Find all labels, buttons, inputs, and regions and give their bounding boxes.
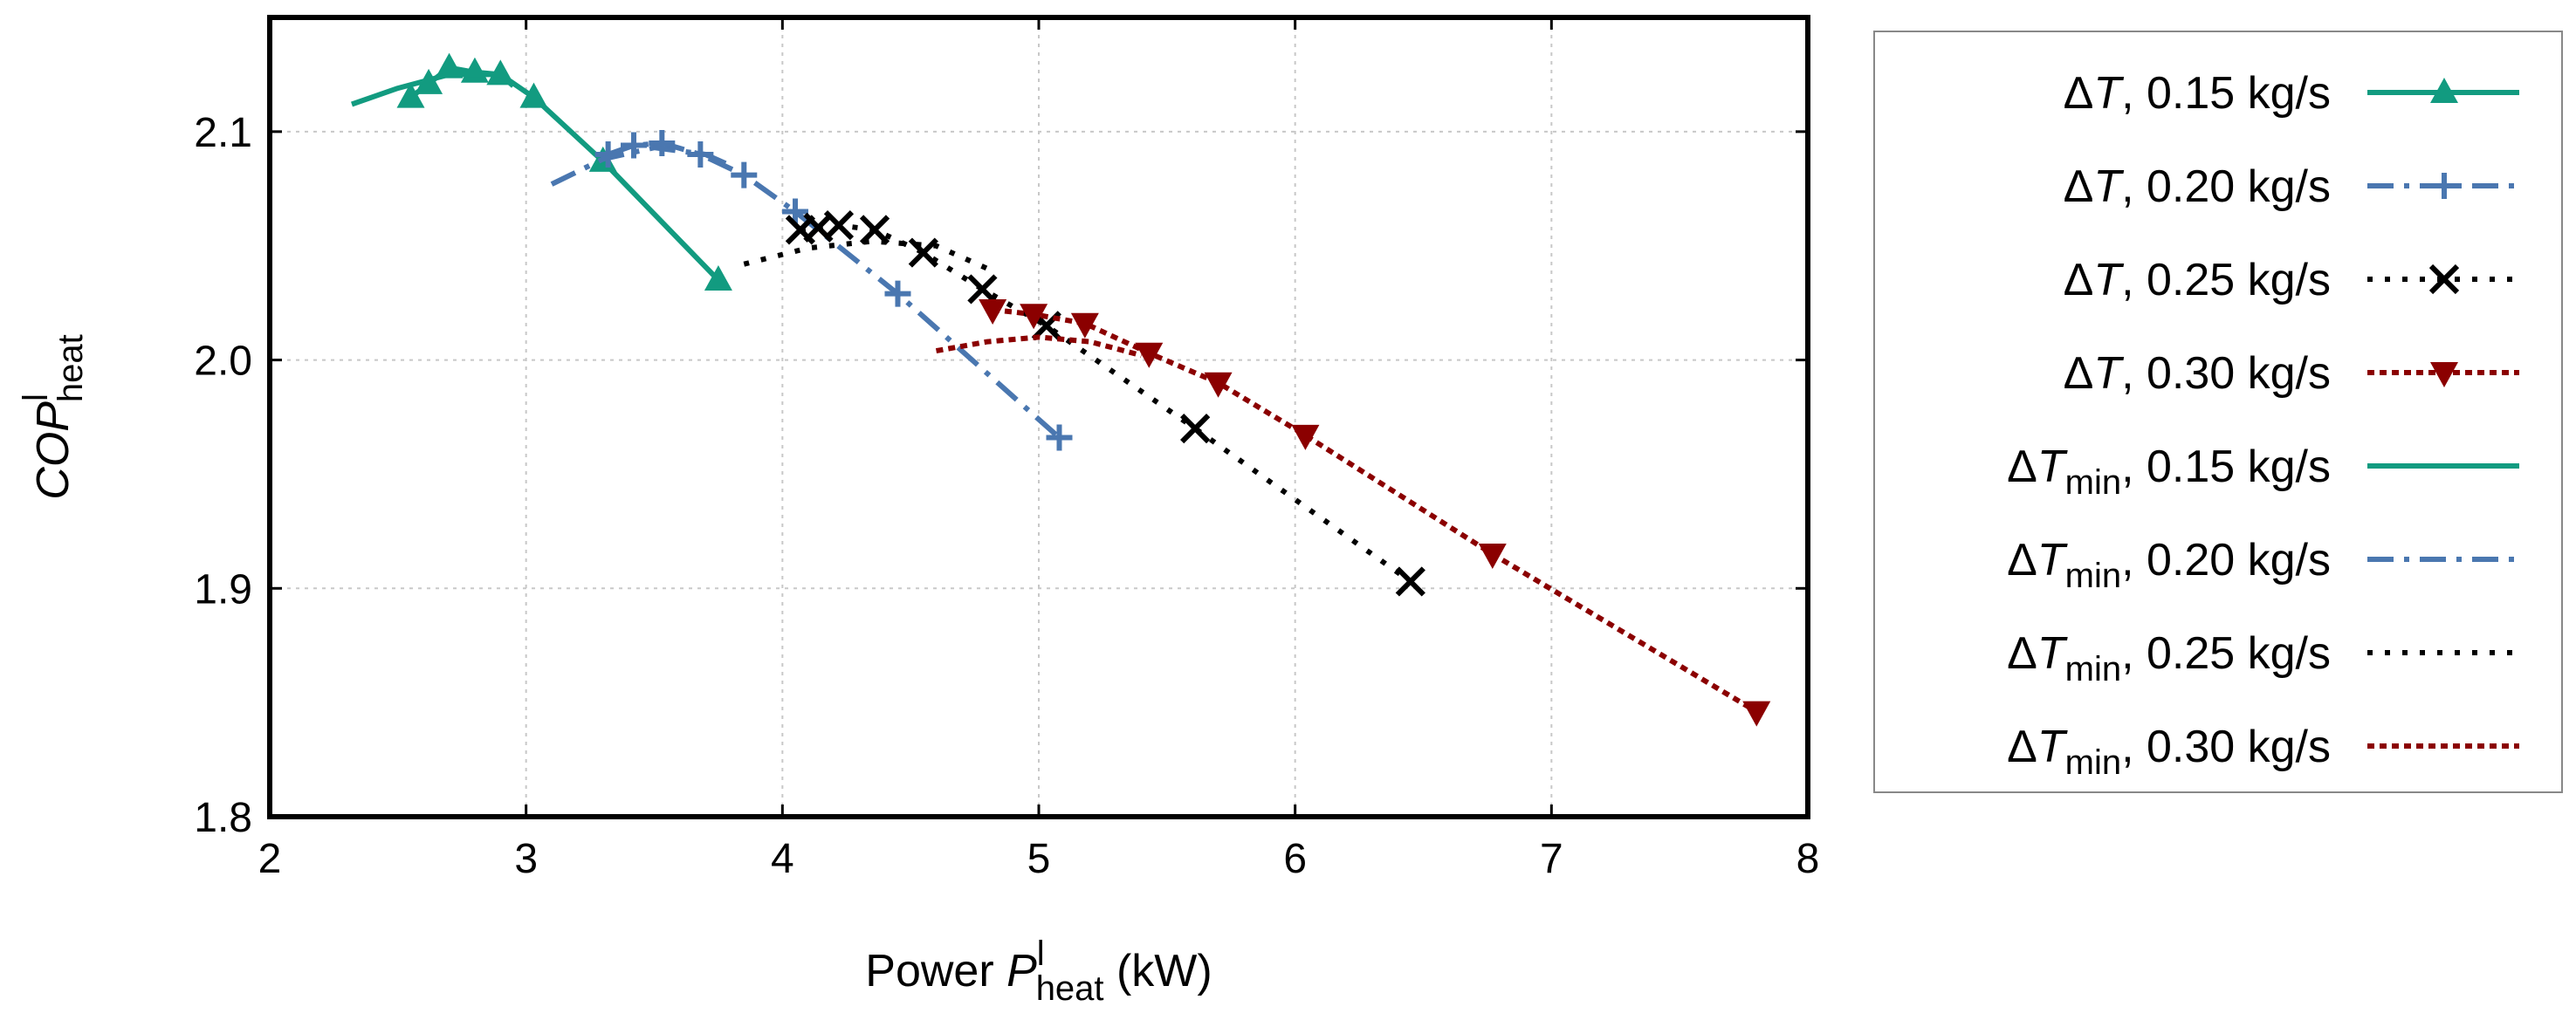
series	[351, 72, 515, 107]
y-tick-label: 1.9	[194, 566, 252, 613]
series	[550, 145, 732, 187]
series-line	[607, 140, 1061, 440]
legend-item: ΔTmin, 0.15 kg/s	[2007, 442, 2519, 502]
data-point	[519, 82, 548, 108]
data-point	[1742, 701, 1771, 727]
legend-item: ΔTmin, 0.25 kg/s	[2007, 628, 2519, 688]
data-point	[1020, 304, 1048, 330]
x-tick-label: 2	[258, 836, 282, 882]
data-point	[967, 274, 998, 305]
data-point	[823, 210, 855, 241]
x-tick-label: 5	[1027, 836, 1051, 882]
legend-label: ΔT, 0.20 kg/s	[2064, 161, 2331, 212]
legend-item: ΔT, 0.30 kg/s	[2064, 348, 2519, 399]
data-point	[621, 132, 648, 159]
legend-item: ΔTmin, 0.20 kg/s	[2007, 535, 2519, 595]
data-point	[979, 298, 1007, 325]
series-line	[550, 145, 732, 187]
data-point	[884, 280, 911, 307]
y-tick-label: 2.1	[194, 110, 252, 156]
data-point	[1395, 566, 1425, 597]
data-point	[2431, 173, 2457, 199]
data-point	[649, 129, 676, 156]
series	[396, 52, 732, 291]
data-point	[731, 161, 758, 188]
series	[785, 210, 1425, 597]
legend-box	[1873, 31, 2563, 793]
x-tick-label: 7	[1540, 836, 1563, 882]
data-point	[782, 198, 809, 225]
y-tick-label: 1.8	[194, 795, 252, 841]
data-point	[435, 52, 464, 79]
series-layer	[351, 52, 1771, 727]
series-line	[935, 334, 1143, 359]
legend-item: ΔT, 0.15 kg/s	[2064, 68, 2519, 119]
legend-item: ΔTmin, 0.30 kg/s	[2007, 722, 2519, 782]
legend-label: ΔTmin, 0.30 kg/s	[2007, 722, 2331, 782]
data-point	[908, 237, 938, 268]
legend-label: ΔTmin, 0.20 kg/s	[2007, 535, 2331, 595]
data-point	[2430, 78, 2458, 103]
legend-label: ΔT, 0.30 kg/s	[2064, 348, 2331, 399]
data-point	[1478, 544, 1507, 570]
x-tick-label: 3	[514, 836, 538, 882]
series	[743, 238, 989, 271]
legend-item: ΔT, 0.25 kg/s	[2064, 255, 2519, 305]
x-axis-label: Power Pl heat (kW)	[865, 935, 1212, 1008]
series	[979, 298, 1771, 727]
data-point	[859, 215, 890, 245]
data-point	[704, 264, 732, 291]
data-point	[2430, 362, 2458, 387]
legend-label: ΔTmin, 0.25 kg/s	[2007, 628, 2331, 688]
legend-label: ΔT, 0.25 kg/s	[2064, 255, 2331, 305]
x-tick-label: 8	[1796, 836, 1820, 882]
data-point	[396, 82, 425, 108]
series-line	[351, 72, 515, 107]
data-point	[1135, 342, 1164, 368]
data-point	[1180, 413, 1211, 444]
y-tick-label: 2.0	[194, 339, 252, 385]
series	[935, 334, 1143, 359]
data-point	[1070, 312, 1099, 339]
series-line	[409, 65, 721, 283]
series-line	[800, 223, 1412, 584]
data-point	[1291, 424, 1320, 450]
x-tick-label: 4	[771, 836, 794, 882]
series-line	[992, 307, 1758, 715]
series-line	[743, 238, 989, 271]
y-axis-label: COPlheat	[17, 334, 90, 499]
legend-label: ΔT, 0.15 kg/s	[2064, 68, 2331, 119]
legend-label: ΔTmin, 0.15 kg/s	[2007, 442, 2331, 502]
tick-layer: 2 3 4 5 6 7 8 1.8 1.9 2.0 2.1	[194, 17, 1819, 882]
data-point	[1046, 424, 1073, 451]
data-point	[2428, 264, 2460, 295]
legend: ΔT, 0.15 kg/s ΔT, 0.20 kg/s ΔT, 0.25 kg/s Δ…	[1873, 31, 2563, 793]
data-point	[1204, 372, 1233, 398]
legend-item: ΔT, 0.20 kg/s	[2064, 161, 2519, 212]
series	[594, 129, 1073, 451]
x-tick-label: 6	[1283, 836, 1307, 882]
